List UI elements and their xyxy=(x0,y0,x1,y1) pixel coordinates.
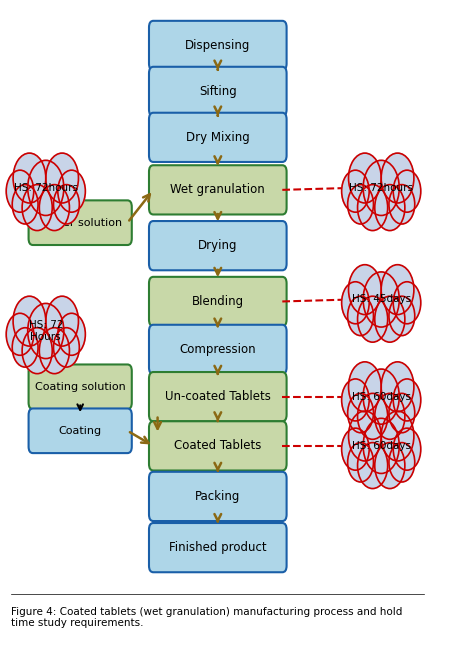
FancyBboxPatch shape xyxy=(149,113,287,162)
Circle shape xyxy=(6,313,34,355)
Text: HS: 72hours: HS: 72hours xyxy=(349,183,413,193)
Text: Wet granulation: Wet granulation xyxy=(171,183,265,197)
Circle shape xyxy=(393,428,421,470)
Circle shape xyxy=(6,170,34,213)
FancyBboxPatch shape xyxy=(29,408,132,453)
Text: Packing: Packing xyxy=(195,490,241,503)
Text: Dry Mixing: Dry Mixing xyxy=(186,131,250,144)
Circle shape xyxy=(389,185,415,224)
Circle shape xyxy=(375,185,405,230)
FancyBboxPatch shape xyxy=(149,277,287,326)
Circle shape xyxy=(22,185,52,230)
FancyBboxPatch shape xyxy=(149,523,287,572)
Circle shape xyxy=(13,153,46,203)
Circle shape xyxy=(381,411,414,461)
Circle shape xyxy=(363,272,400,327)
Circle shape xyxy=(389,443,415,482)
Circle shape xyxy=(39,328,70,373)
Text: Un-coated Tablets: Un-coated Tablets xyxy=(165,390,271,403)
Circle shape xyxy=(58,313,86,355)
Circle shape xyxy=(46,153,78,203)
FancyBboxPatch shape xyxy=(149,372,287,421)
Circle shape xyxy=(348,393,374,433)
Circle shape xyxy=(393,170,421,213)
Circle shape xyxy=(54,328,79,367)
Circle shape xyxy=(54,185,79,224)
Circle shape xyxy=(342,428,369,470)
Circle shape xyxy=(342,170,369,213)
Circle shape xyxy=(393,379,421,421)
Circle shape xyxy=(349,362,381,412)
Circle shape xyxy=(348,185,374,224)
Circle shape xyxy=(342,379,369,421)
Text: Finished product: Finished product xyxy=(169,541,266,554)
Circle shape xyxy=(348,443,374,482)
Text: Dispensing: Dispensing xyxy=(185,39,251,52)
Text: Coating: Coating xyxy=(59,426,102,436)
FancyBboxPatch shape xyxy=(149,67,287,116)
Circle shape xyxy=(358,443,388,489)
Circle shape xyxy=(28,160,64,215)
Circle shape xyxy=(381,362,414,412)
Circle shape xyxy=(349,411,381,461)
FancyBboxPatch shape xyxy=(29,201,132,245)
Circle shape xyxy=(363,160,400,215)
Text: Binder solution: Binder solution xyxy=(38,218,122,228)
Text: HS: 72hours: HS: 72hours xyxy=(14,183,78,193)
Circle shape xyxy=(12,328,38,367)
FancyBboxPatch shape xyxy=(149,325,287,374)
Text: Coated Tablets: Coated Tablets xyxy=(174,440,261,452)
Circle shape xyxy=(381,265,414,314)
Circle shape xyxy=(58,170,86,213)
Circle shape xyxy=(39,185,70,230)
FancyBboxPatch shape xyxy=(29,365,132,409)
Text: Coating solution: Coating solution xyxy=(35,382,125,392)
Text: Blending: Blending xyxy=(192,295,244,308)
Circle shape xyxy=(349,153,381,203)
Circle shape xyxy=(375,393,405,440)
Circle shape xyxy=(389,296,415,336)
FancyBboxPatch shape xyxy=(149,21,287,70)
Text: Compression: Compression xyxy=(180,343,256,356)
FancyBboxPatch shape xyxy=(149,166,287,214)
Text: HS: 45days: HS: 45days xyxy=(352,295,411,305)
Circle shape xyxy=(348,296,374,336)
Text: Figure 4: Coated tablets (wet granulation) manufacturing process and hold
time s: Figure 4: Coated tablets (wet granulatio… xyxy=(11,606,403,628)
Circle shape xyxy=(12,185,38,224)
FancyBboxPatch shape xyxy=(149,221,287,270)
Circle shape xyxy=(358,393,388,440)
Circle shape xyxy=(363,369,400,424)
Text: Sifting: Sifting xyxy=(199,85,237,98)
Circle shape xyxy=(349,265,381,314)
Circle shape xyxy=(375,443,405,489)
Text: HS: 60days: HS: 60days xyxy=(352,441,411,451)
Circle shape xyxy=(393,282,421,324)
Text: Drying: Drying xyxy=(198,239,237,252)
Circle shape xyxy=(363,418,400,473)
Circle shape xyxy=(358,185,388,230)
Circle shape xyxy=(46,296,78,346)
Circle shape xyxy=(375,296,405,342)
Circle shape xyxy=(358,296,388,342)
Circle shape xyxy=(13,296,46,346)
Circle shape xyxy=(22,328,52,373)
Text: HS: 72
Hours: HS: 72 Hours xyxy=(29,320,63,342)
Circle shape xyxy=(342,282,369,324)
Text: HS: 60days: HS: 60days xyxy=(352,392,411,402)
Circle shape xyxy=(381,153,414,203)
FancyBboxPatch shape xyxy=(149,472,287,521)
Circle shape xyxy=(389,393,415,433)
Circle shape xyxy=(28,303,64,359)
FancyBboxPatch shape xyxy=(149,421,287,471)
